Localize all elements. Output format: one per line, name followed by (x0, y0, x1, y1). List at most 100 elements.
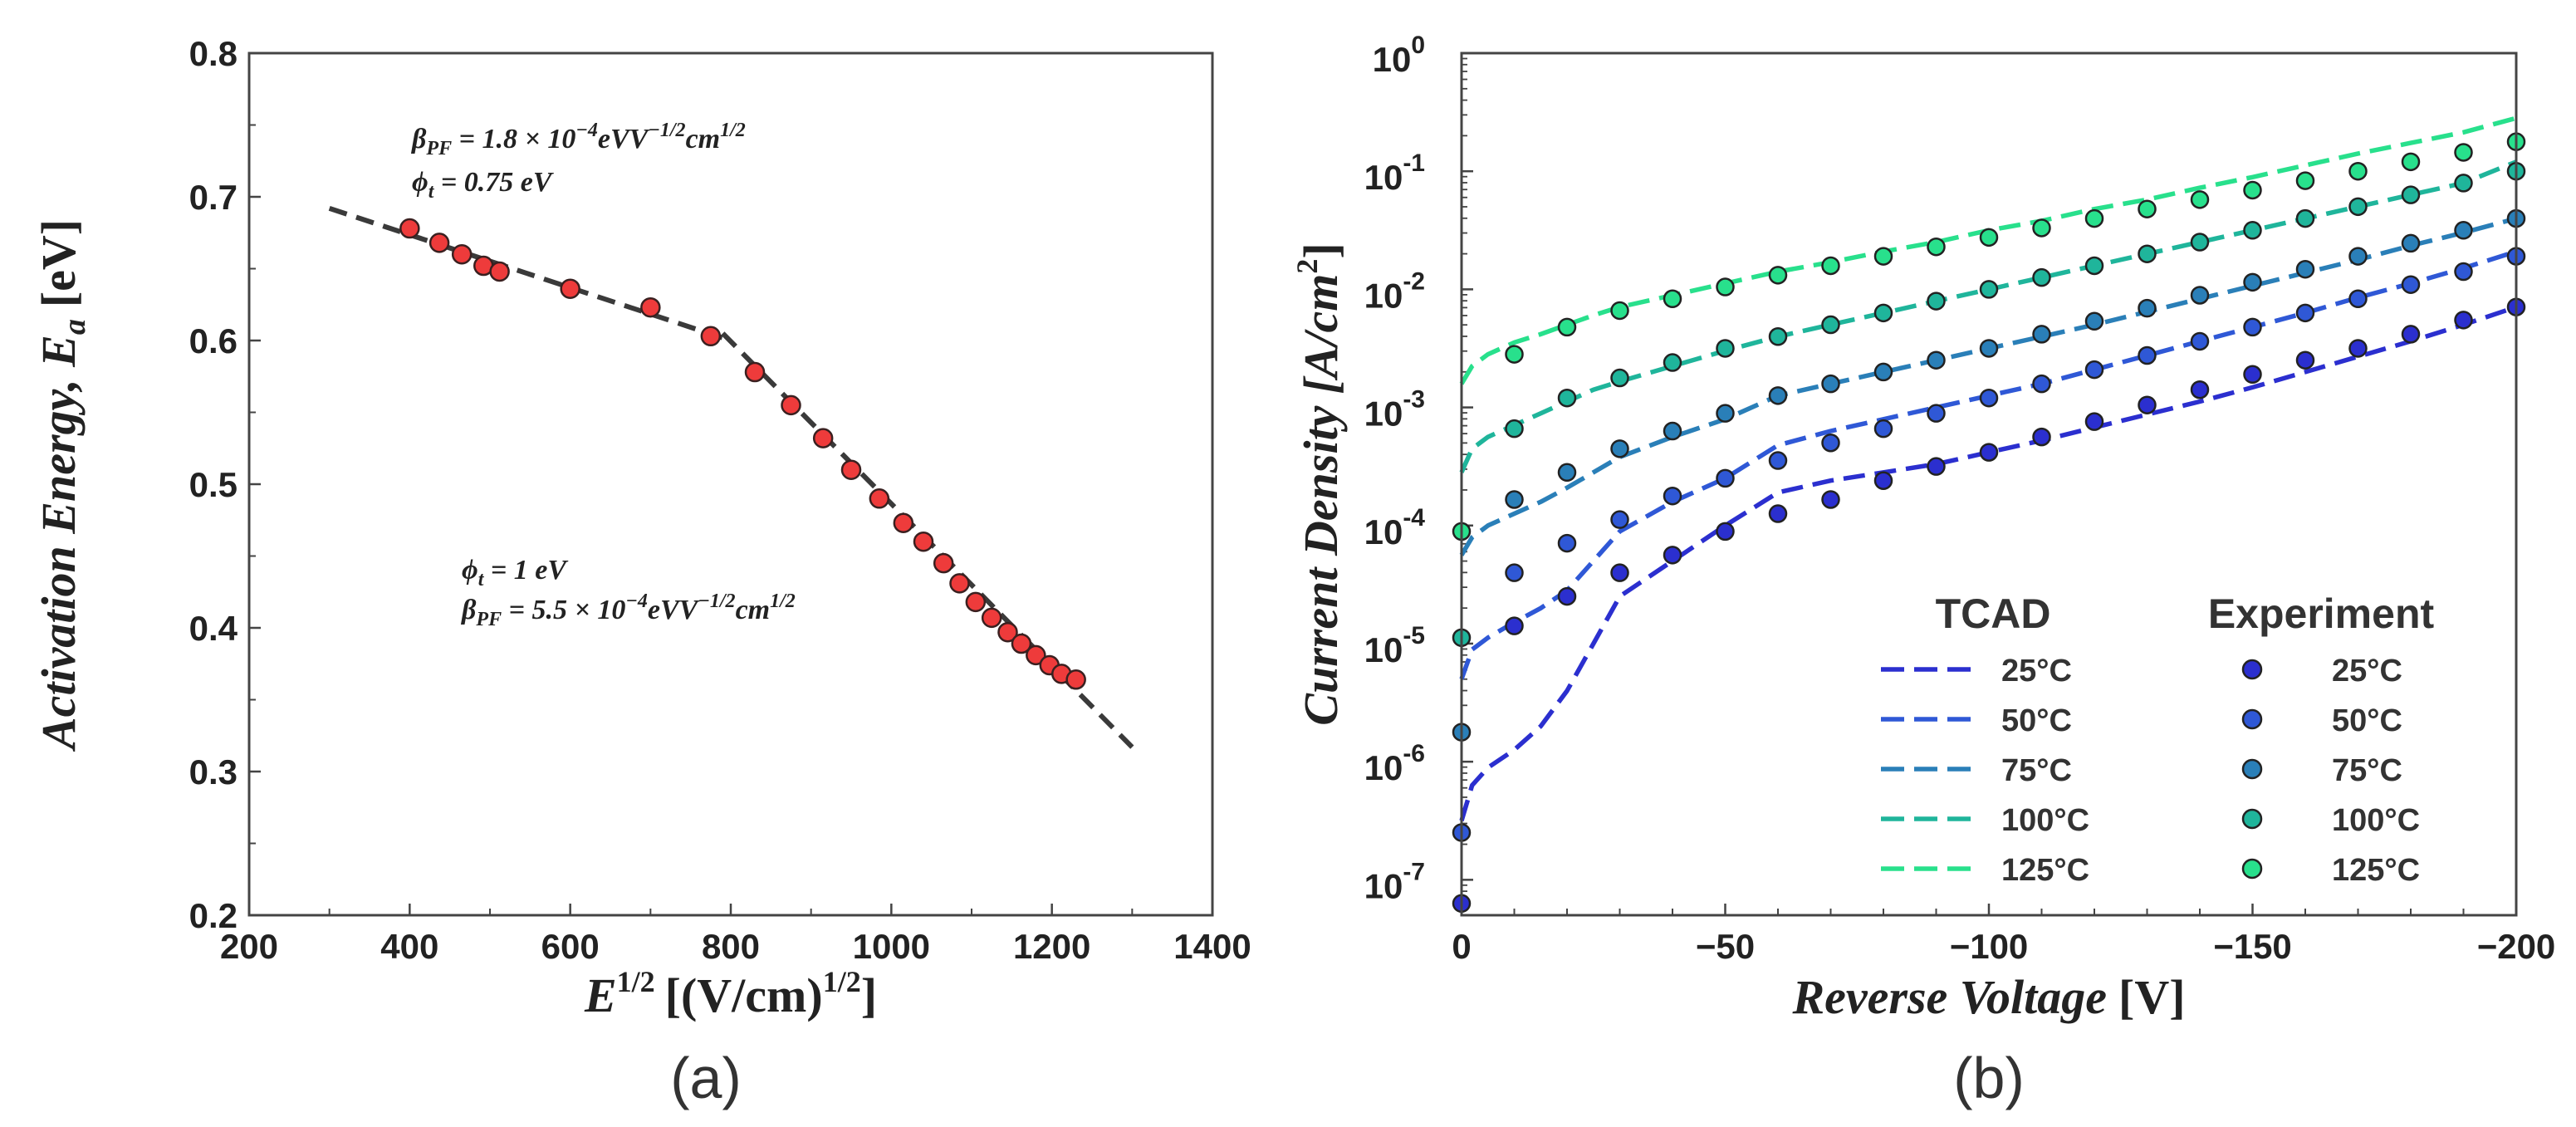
x-tick-label: −200 (2477, 927, 2556, 966)
experiment-point (2401, 152, 2421, 172)
x-tick-label: 1000 (853, 927, 930, 966)
experiment-point (1610, 439, 1629, 458)
y-tick-label: 0.8 (189, 34, 238, 73)
experiment-point (1663, 546, 1682, 565)
chart-b-x-axis-label: Reverse Voltage [V] (1791, 970, 2185, 1024)
experiment-point (2295, 208, 2315, 228)
experiment-point (1663, 289, 1682, 309)
chart-a-ticks (247, 51, 1214, 917)
chart-a-y-tick-labels: 0.2 0.3 0.4 0.5 0.6 0.7 0.8 (189, 34, 238, 935)
experiment-point (2348, 247, 2368, 266)
experiment-point (1768, 266, 1788, 285)
experiment-point (2138, 298, 2157, 318)
experiment-point (2243, 272, 2262, 292)
y-tick-label: 10-4 (1364, 504, 1426, 551)
experiment-point (2348, 197, 2368, 217)
annotation-fit1-beta: βPF = 1.8 × 10−4eVV−1/2cm1/2 (410, 120, 746, 159)
experiment-point (1979, 339, 1999, 358)
chart-b-experiment-points (1452, 132, 2526, 914)
annotation-fit2-beta: βPF = 5.5 × 10−4eVV−1/2cm1/2 (460, 590, 796, 630)
legend-tcad-label: 25°C (2001, 654, 2072, 688)
experiment-point (2243, 365, 2262, 385)
experiment-point (1927, 404, 1946, 423)
experiment-point (2138, 395, 2157, 414)
experiment-point (1505, 616, 1524, 635)
experiment-point (1979, 280, 1999, 299)
experiment-point (1979, 228, 1999, 247)
experiment-point (2084, 311, 2104, 331)
x-tick-label: −50 (1696, 927, 1755, 966)
data-point (949, 573, 970, 594)
annotation-fit2-phi: ϕt = 1 eV (462, 555, 568, 590)
data-point (1026, 644, 1046, 666)
data-point (781, 394, 801, 416)
legend-tcad-label: 50°C (2001, 703, 2072, 738)
chart-b-y-tick-labels: 10-7 10-6 10-5 10-4 10-3 10-2 10-1 100 (1364, 32, 1426, 905)
experiment-point (1557, 533, 1577, 553)
experiment-point (2401, 185, 2421, 204)
y-tick-label: 10-2 (1364, 267, 1425, 315)
experiment-point (2454, 221, 2473, 240)
chart-a-points (399, 218, 1086, 690)
chart-a-fit-lines (328, 205, 1134, 749)
experiment-point (1505, 563, 1524, 582)
x-tick-label: 600 (541, 927, 600, 966)
x-tick-label: 800 (702, 927, 760, 966)
experiment-point (2454, 143, 2473, 162)
y-tick-label: 0.3 (189, 752, 238, 791)
experiment-point (2295, 303, 2315, 323)
experiment-point (1821, 315, 1840, 335)
y-tick-label: 0.4 (189, 609, 238, 648)
legend-experiment-marker (2241, 708, 2263, 730)
chart-b-y-axis-label: Current Density[A/cm2] (1290, 243, 1348, 725)
chart-a-y-axis-label: Activation Energy, Ea[eV] (32, 219, 92, 752)
experiment-point (1610, 563, 1629, 582)
y-tick-label: 10-1 (1364, 149, 1425, 197)
experiment-point (2454, 262, 2473, 282)
data-point (933, 552, 954, 574)
legend-experiment-label: 25°C (2332, 654, 2402, 688)
experiment-point (2295, 350, 2315, 370)
legend-experiment-marker (2241, 758, 2263, 780)
experiment-point (1768, 504, 1788, 523)
chart-current-density: 0 −50 −100 −150 −200 10-710-610-510-410-310-… (1290, 32, 2555, 1110)
experiment-point (1927, 237, 1946, 257)
experiment-point (1716, 277, 1735, 296)
legend-experiment-marker (2241, 659, 2263, 680)
experiment-point (1557, 586, 1577, 606)
chart-a-frame (247, 51, 1214, 917)
experiment-point (1768, 327, 1788, 346)
experiment-point (1716, 404, 1735, 423)
chart-a-x-tick-labels: 200 400 600 800 1000 1200 1400 (220, 927, 1251, 966)
experiment-point (2084, 256, 2104, 276)
experiment-point (2454, 174, 2473, 193)
experiment-point (1873, 419, 1893, 439)
experiment-point (2348, 339, 2368, 358)
experiment-point (1873, 362, 1893, 382)
experiment-point (1979, 388, 1999, 408)
experiment-point (1873, 471, 1893, 490)
y-tick-label: 10-6 (1364, 740, 1425, 787)
y-tick-label: 10-3 (1364, 386, 1425, 434)
experiment-point (2401, 275, 2421, 294)
data-point (869, 488, 890, 509)
y-tick-label: 0.7 (189, 178, 238, 217)
experiment-point (1873, 303, 1893, 323)
legend-tcad-label: 125°C (2001, 853, 2089, 888)
experiment-point (2032, 374, 2051, 394)
annotation-fit1-phi: ϕt = 0.75 eV (412, 167, 554, 203)
legend-tcad-label: 100°C (2001, 803, 2089, 838)
data-point (981, 607, 1002, 629)
data-point (1011, 633, 1032, 654)
experiment-point (1610, 301, 1629, 321)
experiment-point (1716, 468, 1735, 488)
x-tick-label: −150 (2213, 927, 2292, 966)
x-tick-label: 200 (220, 927, 278, 966)
experiment-point (1663, 486, 1682, 506)
experiment-point (2190, 380, 2210, 399)
data-point (429, 233, 450, 253)
y-tick-label: 0.2 (189, 896, 238, 935)
data-point (700, 326, 722, 347)
data-point (997, 621, 1018, 643)
y-tick-label: 0.6 (189, 321, 238, 360)
